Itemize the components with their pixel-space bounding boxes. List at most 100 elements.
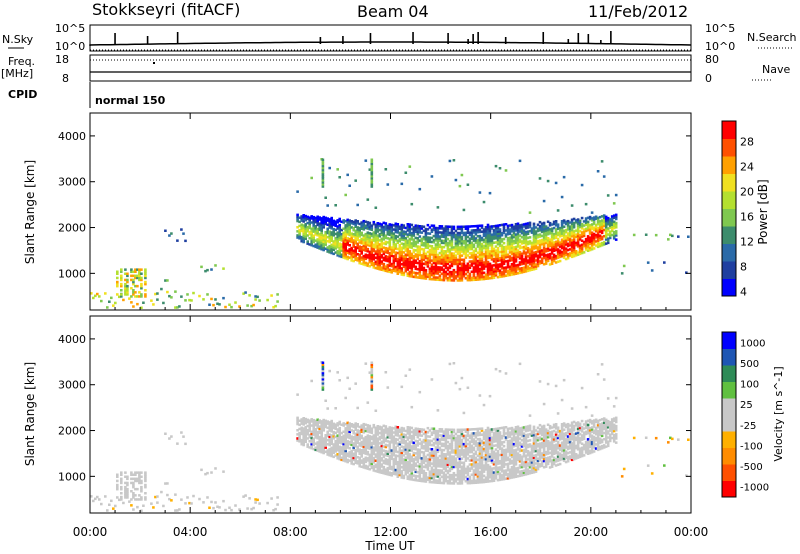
power-cell xyxy=(438,260,442,263)
velocity-cell xyxy=(350,439,353,442)
velocity-cell xyxy=(134,477,137,481)
power-cell xyxy=(334,243,337,246)
power-cell xyxy=(554,232,558,235)
power-cell xyxy=(140,293,143,296)
power-cell xyxy=(578,219,582,223)
power-cell xyxy=(444,229,448,232)
power-cell xyxy=(582,232,586,235)
power-cell xyxy=(420,237,424,241)
power-cell xyxy=(540,238,544,242)
power-cell xyxy=(404,243,408,246)
velocity-cell xyxy=(344,429,347,432)
power-cell xyxy=(500,248,504,251)
power-cell xyxy=(472,274,476,277)
velocity-cell xyxy=(420,463,424,466)
velocity-cell xyxy=(444,453,448,456)
power-cell xyxy=(376,222,380,225)
velocity-cell xyxy=(404,442,408,445)
power-cell xyxy=(592,220,596,223)
power-cell xyxy=(152,303,155,306)
power-cell xyxy=(452,270,456,274)
y-tick-label: 4000 xyxy=(58,130,86,143)
power-cell xyxy=(110,296,113,300)
power-cell xyxy=(514,264,518,267)
power-cell xyxy=(500,264,504,268)
velocity-cell xyxy=(348,426,351,429)
power-cell xyxy=(448,279,452,282)
power-cell xyxy=(128,297,131,300)
power-cell xyxy=(436,266,440,269)
power-cell xyxy=(390,229,394,233)
velocity-cell xyxy=(440,438,444,441)
velocity-cell xyxy=(440,450,444,454)
power-cell xyxy=(346,239,349,242)
power-cell xyxy=(348,225,351,228)
velocity-cell xyxy=(408,447,412,450)
power-cell xyxy=(348,184,351,187)
velocity-cell xyxy=(478,446,482,449)
velocity-cell xyxy=(390,465,394,469)
power-cell xyxy=(544,250,548,253)
power-cell xyxy=(564,220,568,224)
power-cell xyxy=(514,229,518,232)
power-cell xyxy=(380,231,384,234)
power-cell xyxy=(376,240,380,244)
power-cell xyxy=(514,239,518,242)
power-cell xyxy=(388,239,392,243)
velocity-cell xyxy=(444,440,448,444)
colorbar-tick-label: 16 xyxy=(740,211,754,224)
velocity-cell xyxy=(448,451,452,454)
power-cell xyxy=(408,231,412,235)
power-cell xyxy=(448,244,452,247)
velocity-cell xyxy=(368,443,372,446)
velocity-cell xyxy=(356,445,359,449)
power-cell xyxy=(532,232,536,236)
power-cell xyxy=(376,250,380,254)
velocity-cell xyxy=(486,455,490,459)
power-cell xyxy=(122,298,125,302)
velocity-cell xyxy=(464,451,468,454)
velocity-cell xyxy=(404,452,408,455)
velocity-cell xyxy=(362,466,366,469)
power-cell xyxy=(534,226,538,229)
velocity-cell xyxy=(404,444,408,447)
power-cell xyxy=(400,256,404,260)
velocity-cell xyxy=(308,433,311,437)
velocity-cell xyxy=(358,433,361,437)
velocity-cell xyxy=(354,461,357,464)
velocity-cell xyxy=(420,457,424,460)
power-cell xyxy=(430,175,434,178)
power-cell xyxy=(374,246,378,249)
power-cell xyxy=(524,237,528,240)
power-cell xyxy=(320,219,323,222)
velocity-cell xyxy=(402,476,406,480)
velocity-cell xyxy=(318,446,321,449)
power-cell xyxy=(428,250,432,254)
velocity-cell xyxy=(296,416,299,420)
power-cell xyxy=(432,274,436,277)
velocity-cell xyxy=(168,497,171,501)
power-cell xyxy=(398,250,402,253)
velocity-cell xyxy=(398,449,402,452)
power-cell xyxy=(512,270,516,274)
power-cell xyxy=(568,243,572,247)
beam-title: Beam 04 xyxy=(357,2,429,21)
power-cell xyxy=(406,225,410,228)
power-cell xyxy=(400,254,404,258)
power-cell xyxy=(548,263,552,266)
power-cell xyxy=(602,241,606,244)
velocity-cell xyxy=(472,438,476,441)
velocity-cell xyxy=(452,473,456,477)
power-cell xyxy=(476,226,480,230)
power-cell xyxy=(478,191,482,194)
power-cell xyxy=(514,268,518,271)
power-cell xyxy=(412,240,416,243)
power-cell xyxy=(592,218,596,221)
power-cell xyxy=(496,230,500,233)
power-cell xyxy=(330,247,333,251)
power-cell xyxy=(380,245,384,249)
power-cell xyxy=(380,243,384,247)
power-cell xyxy=(556,248,560,251)
velocity-cell xyxy=(400,470,404,473)
power-cell xyxy=(368,234,372,237)
